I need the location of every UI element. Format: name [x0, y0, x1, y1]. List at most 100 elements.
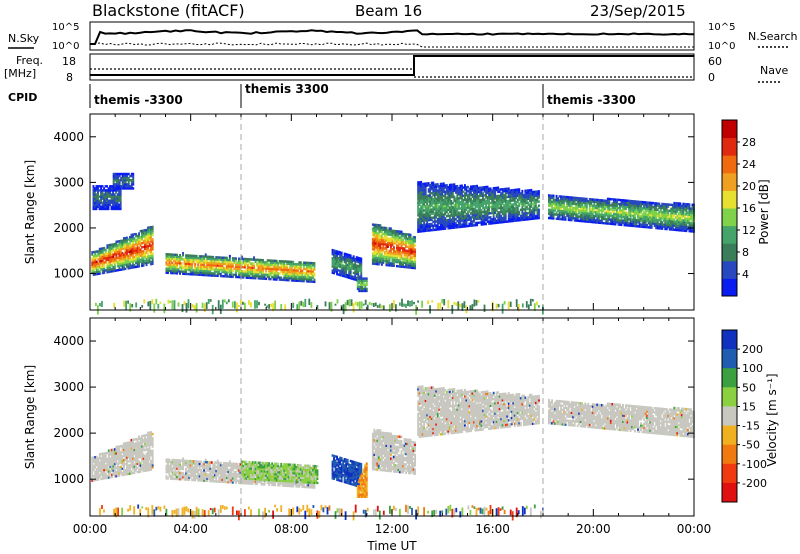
scatter-cell [210, 272, 213, 275]
scatter-cell [248, 266, 251, 269]
scatter-cell [135, 241, 137, 244]
scatter-cell [358, 275, 361, 279]
scatter-cell [127, 263, 130, 266]
scatter-cell [611, 216, 614, 220]
scatter-cell [352, 275, 355, 279]
scatter-cell [495, 188, 498, 192]
scatter-cell [450, 183, 453, 187]
scatter-cell [227, 258, 230, 262]
scatter-cell [585, 214, 588, 217]
scatter-cell [430, 208, 433, 211]
scatter-cell [91, 259, 94, 262]
scatter-cell [340, 253, 343, 257]
scatter-cell [399, 265, 401, 268]
scatter-cell [427, 190, 430, 193]
scatter-cell [421, 191, 424, 194]
scatter-cell [114, 174, 117, 178]
scatter-cell [92, 189, 95, 192]
scatter-cell [296, 277, 299, 280]
scatter-cell [530, 203, 533, 206]
scatter-cell [473, 197, 475, 200]
scatter-cell [275, 263, 278, 267]
scatter-cell [135, 255, 137, 258]
scatter-cell [600, 213, 603, 216]
scatter-cell [228, 271, 231, 274]
scatter-cell [465, 198, 468, 201]
scatter-cell [459, 213, 462, 216]
scatter-cell [525, 214, 528, 217]
scatter-cell [206, 269, 209, 273]
scatter-cell [274, 270, 277, 273]
scatter-cell [271, 267, 274, 271]
scatter-cell [274, 265, 277, 269]
scatter-cell [435, 209, 438, 213]
scatter-cell [277, 276, 280, 279]
scatter-cell [121, 262, 124, 265]
scatter-cell [373, 227, 376, 231]
scatter-cell [480, 198, 483, 202]
scatter-cell [489, 212, 492, 215]
scatter-cell [387, 239, 389, 242]
scatter-cell [377, 263, 380, 266]
scatter-cell [345, 275, 348, 279]
scatter-cell [435, 199, 438, 203]
scatter-cell [339, 251, 342, 254]
scatter-cell [391, 243, 394, 247]
scatter-cell [238, 265, 240, 269]
scatter-cell [292, 275, 295, 278]
scatter-cell [333, 259, 336, 263]
scatter-cell [465, 225, 468, 228]
scatter-cell [92, 187, 95, 190]
scatter-cell [165, 267, 168, 270]
scatter-cell [606, 220, 609, 223]
scatter-cell [244, 274, 246, 277]
scatter-cell [125, 300, 127, 311]
scatter-cell [394, 232, 397, 235]
scatter-cell [418, 209, 421, 213]
scatter-cell [495, 205, 498, 208]
scatter-cell [141, 242, 144, 245]
scatter-cell [121, 255, 124, 259]
scatter-cell [109, 185, 112, 188]
scatter-cell [334, 253, 337, 257]
scatter-cell [275, 272, 278, 275]
scatter-cell [121, 174, 124, 178]
scatter-cell [296, 273, 299, 276]
scatter-cell [442, 219, 445, 222]
scatter-cell [337, 263, 340, 266]
scatter-cell [113, 203, 116, 207]
scatter-cell [346, 255, 349, 258]
scatter-cell [262, 267, 265, 270]
station-title: Blackstone (fitACF) [92, 1, 245, 20]
scatter-cell [195, 259, 198, 262]
scatter-cell [221, 256, 224, 259]
scatter-cell [503, 196, 506, 199]
scatter-cell [97, 201, 99, 204]
scatter-cell [148, 242, 151, 246]
scatter-cell [298, 265, 301, 268]
scatter-cell [432, 208, 435, 211]
scatter-cell [109, 258, 112, 261]
scatter-cell [489, 193, 492, 196]
scatter-cell [239, 265, 242, 269]
scatter-cell [457, 219, 460, 223]
scatter-cell [531, 213, 534, 216]
scatter-cell [342, 256, 345, 259]
scatter-cell [150, 244, 153, 247]
scatter-cell [599, 199, 602, 202]
scatter-cell [485, 200, 488, 203]
scatter-cell [103, 207, 106, 211]
scatter-cell [259, 277, 262, 280]
scatter-cell [587, 212, 590, 215]
scatter-cell [531, 194, 534, 198]
scatter-cell [263, 261, 266, 264]
scatter-cell [359, 287, 362, 291]
scatter-cell [450, 210, 453, 213]
scatter-cell [136, 234, 139, 238]
scatter-cell [345, 261, 348, 264]
scatter-cell [551, 217, 554, 220]
scatter-cell [101, 195, 104, 198]
scatter-cell [608, 197, 611, 201]
scatter-cell [209, 268, 212, 271]
scatter-cell [333, 253, 336, 256]
